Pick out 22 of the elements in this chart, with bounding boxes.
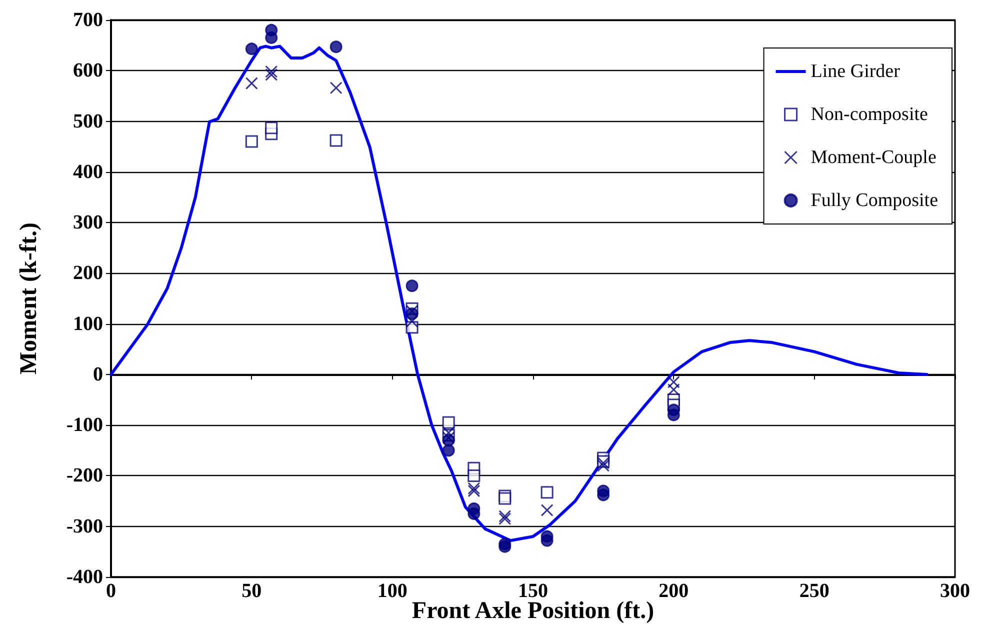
y-tick-label: -400	[66, 566, 103, 588]
y-tick-label: 400	[73, 160, 103, 183]
legend-label: Moment-Couple	[810, 147, 936, 168]
y-tick-label: 300	[73, 212, 103, 234]
y-tick-label: 100	[73, 312, 103, 335]
y-axis-title: Moment (k-ft.)	[16, 222, 42, 374]
x-tick-label: 100	[377, 580, 408, 602]
x-tick-label: 250	[799, 580, 830, 602]
legend-label: Non-composite	[810, 104, 928, 125]
x-tick-label: 300	[940, 580, 970, 602]
y-tick-label: 0	[93, 363, 103, 386]
y-tick-label: 500	[73, 110, 103, 132]
y-tick-label: 700	[73, 9, 103, 31]
legend-label: Fully Composite	[810, 190, 938, 211]
y-tick-label: -200	[66, 464, 103, 487]
y-tick-label: -300	[66, 515, 103, 538]
y-tick-label: -100	[66, 414, 103, 436]
y-tick-label: 200	[73, 262, 103, 284]
x-tick-label: 50	[242, 580, 262, 602]
legend-label: Line Girder	[810, 61, 901, 82]
x-tick-label: 200	[658, 580, 689, 602]
y-tick-label: 600	[73, 60, 103, 82]
